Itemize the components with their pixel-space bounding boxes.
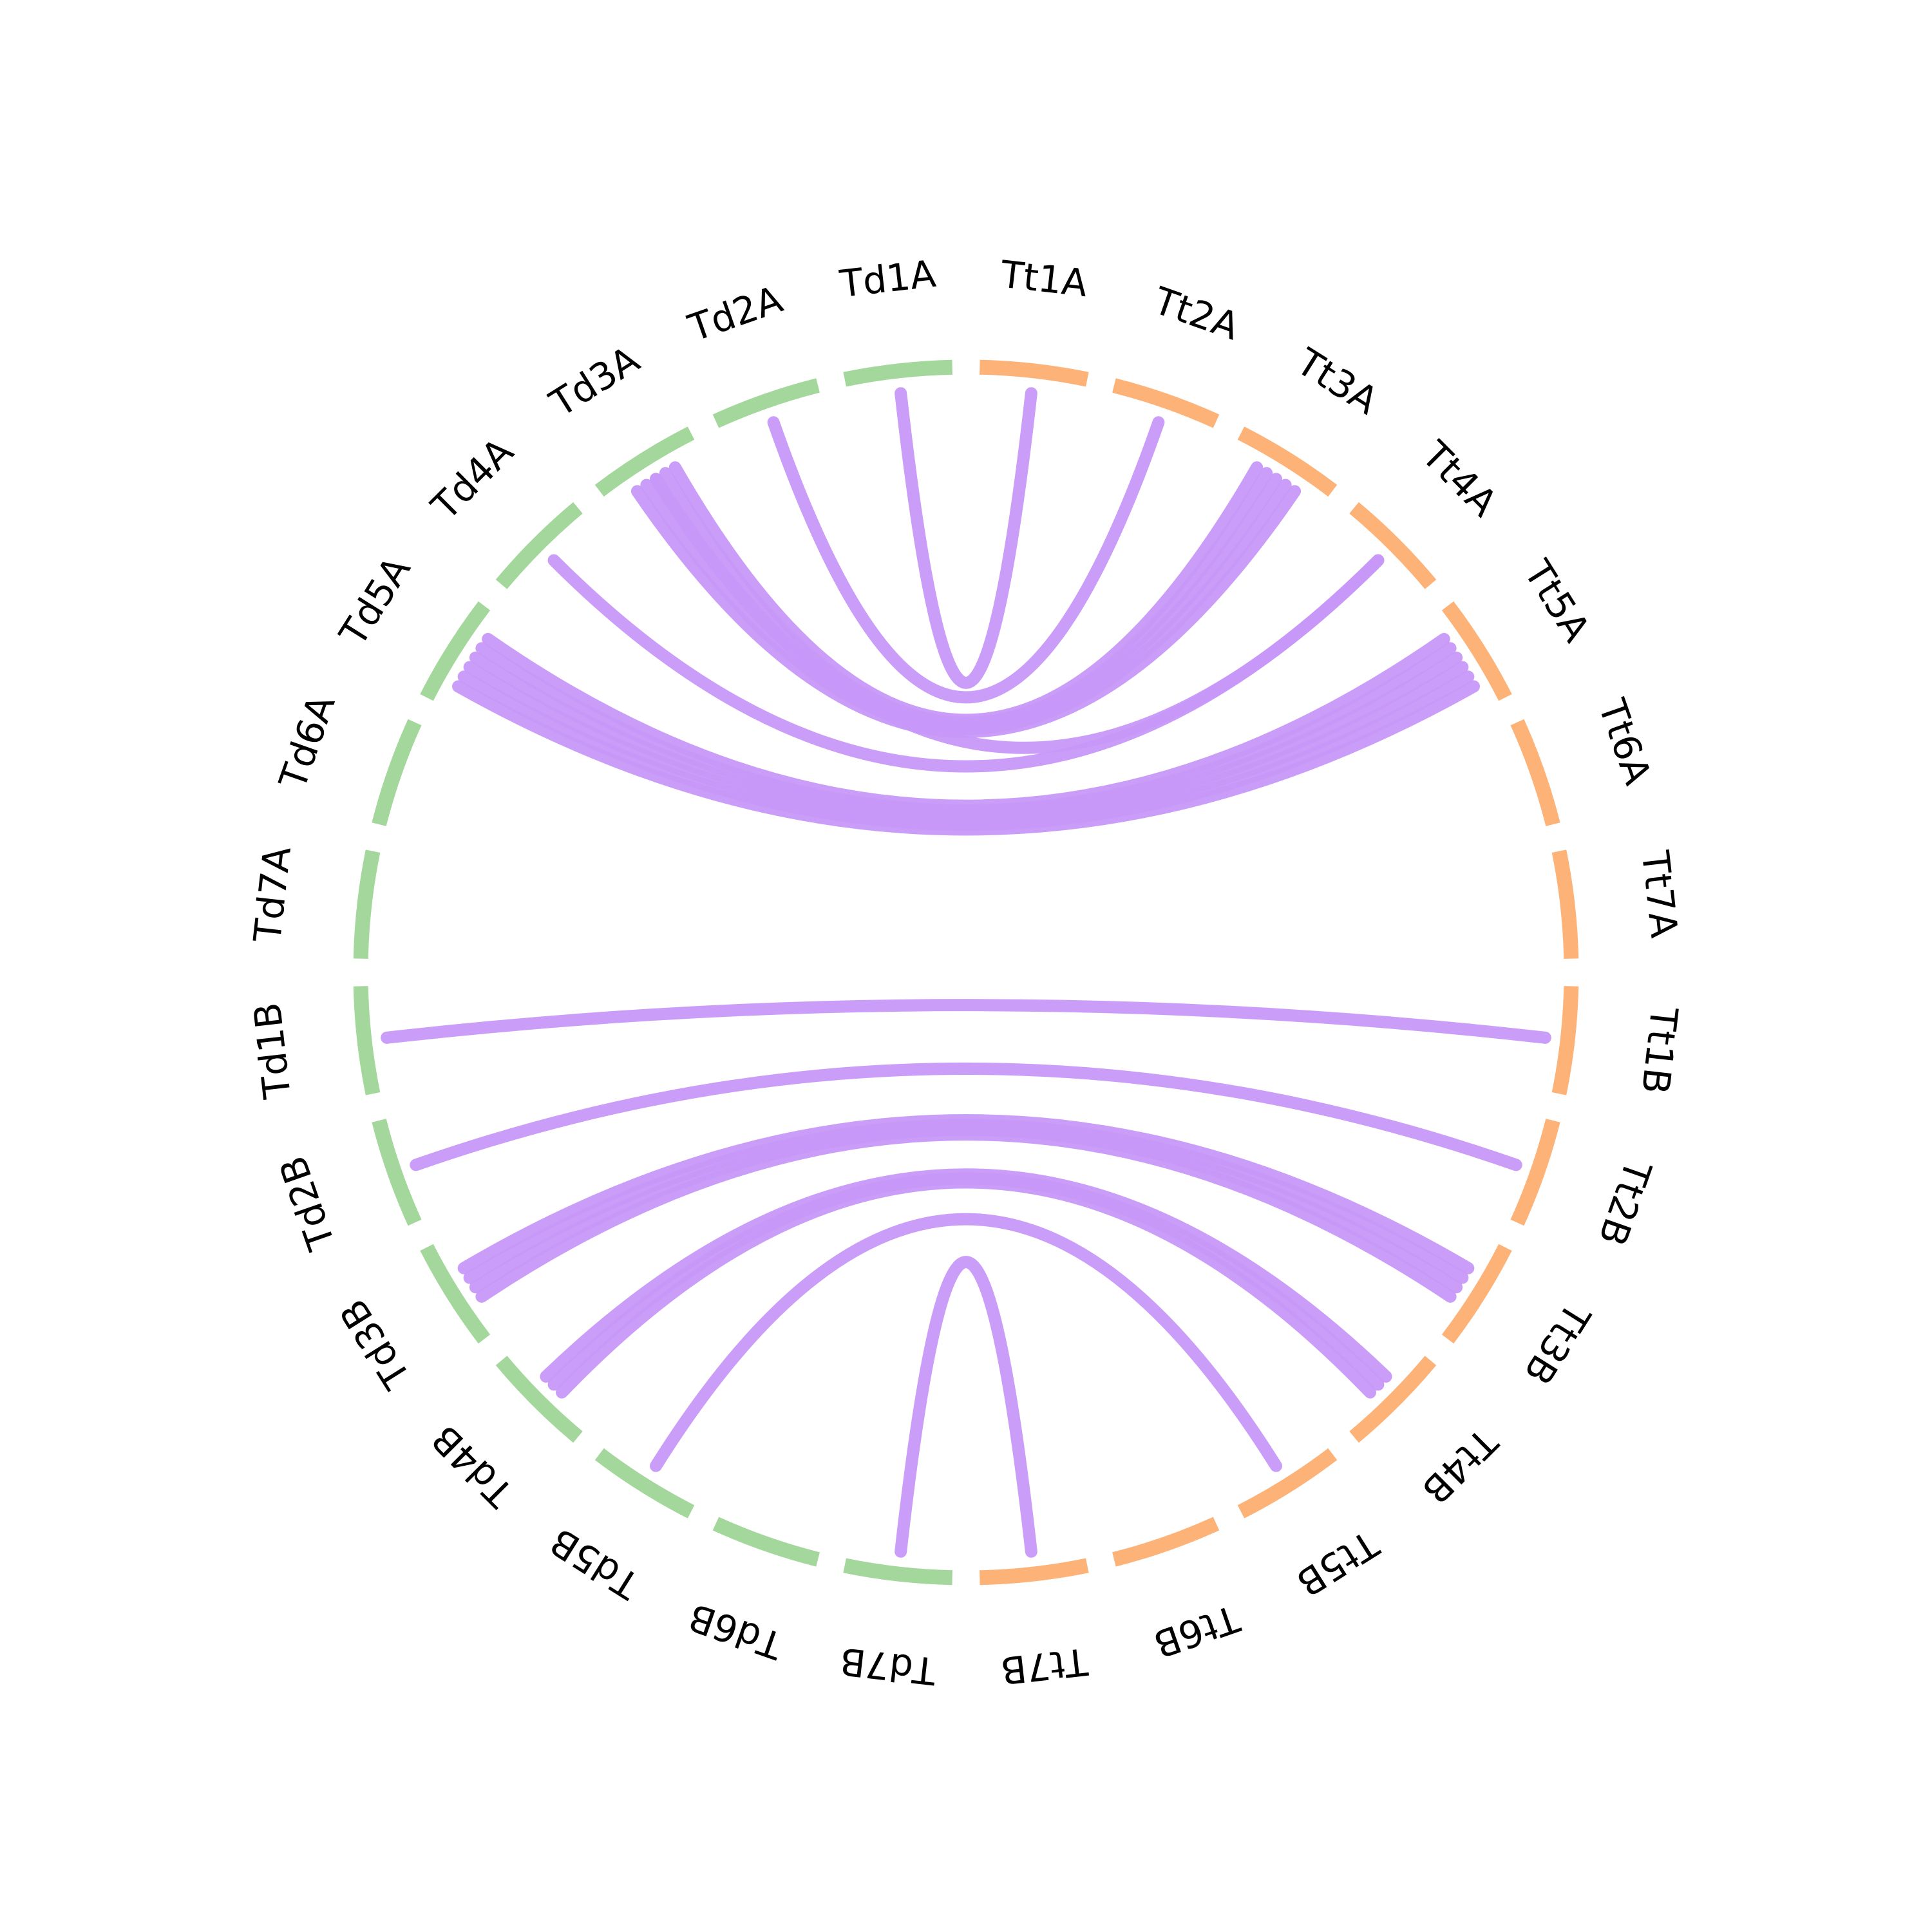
chromosome-segment-tt3B: [1441, 1244, 1512, 1344]
chromosome-label-tt4B: Tt4B: [1414, 1419, 1506, 1512]
chromosome-label-tt7A: Tt7A: [1633, 848, 1687, 940]
chromosome-label-tt6B: Tt6B: [1148, 1596, 1245, 1666]
chromosome-label-tt5A: Tt5A: [1515, 552, 1599, 649]
chromosome-segment-tt7B: [980, 1558, 1089, 1586]
synteny-links: [381, 387, 1551, 1558]
chromosome-segment-td3B: [420, 1244, 491, 1344]
chromosome-segment-td4B: [495, 1356, 583, 1443]
chromosome-segment-tt3A: [1237, 426, 1338, 497]
chromosome-segment-td5A: [420, 601, 491, 701]
chromosome-segment-td2A: [712, 378, 820, 428]
chromosome-label-tt1A: Tt1A: [998, 252, 1090, 305]
chromosome-segment-td6A: [372, 719, 422, 826]
link-td1A-tt1A: [895, 387, 1037, 689]
chromosome-segment-tt1A: [980, 359, 1089, 387]
chromosome-label-tt3A: Tt3A: [1289, 339, 1386, 423]
link-td4B-tt4B-3: [540, 1168, 1392, 1383]
chromosome-label-td3A: Td3A: [542, 337, 647, 426]
chromosome-label-td6B: Td6B: [683, 1595, 788, 1668]
chromosome-segment-tt2B: [1510, 1119, 1560, 1226]
chromosome-segment-tt4B: [1349, 1356, 1437, 1443]
chromosome-segment-td5B: [594, 1448, 695, 1519]
chromosome-segment-td4A: [495, 502, 583, 589]
link-td2A-tt2A: [767, 416, 1165, 704]
chromosome-label-tt7B: Tt7B: [999, 1640, 1091, 1693]
link-td3B-tt3B-3: [463, 1119, 1469, 1284]
link-td3A-tt3A-5: [668, 461, 1264, 726]
chromosome-label-td3B: Td3B: [331, 1292, 419, 1397]
link-td2B-tt2B: [410, 1063, 1522, 1171]
chromosome-segment-tt1B: [1551, 986, 1579, 1095]
chromosome-segment-td2B: [372, 1119, 422, 1226]
chromosome-label-tt1B: Tt1B: [1633, 1005, 1687, 1097]
chromosome-label-td7A: Td7A: [245, 844, 299, 945]
chromosome-segment-tt5B: [1237, 1448, 1338, 1519]
chromosome-label-td1A: Td1A: [837, 252, 938, 306]
chromosome-label-tt5B: Tt5B: [1289, 1522, 1386, 1605]
chromosome-label-td2A: Td2A: [683, 277, 788, 350]
chromosome-label-td4B: Td4B: [423, 1417, 522, 1516]
chromosome-label-tt4A: Tt4A: [1413, 432, 1506, 525]
chromosome-label-td1B: Td1B: [245, 1001, 299, 1102]
link-td1B-tt1B: [381, 999, 1551, 1044]
chromosome-label-td5A: Td5A: [330, 549, 419, 654]
chromosome-ring: [353, 359, 1579, 1586]
link-td4A-tt4A: [547, 554, 1385, 773]
chromosome-segment-tt5A: [1441, 601, 1512, 701]
chromosome-segment-td6B: [712, 1517, 820, 1567]
chromosome-segment-td1A: [843, 359, 952, 387]
link-td7B-tt7B: [895, 1256, 1037, 1558]
chromosome-segment-tt4A: [1349, 502, 1437, 589]
chromosome-label-td7B: Td7B: [838, 1639, 939, 1693]
chromosome-segment-td3A: [594, 426, 695, 497]
chromosome-label-td6A: Td6A: [270, 689, 344, 795]
link-td5B-tt5B: [650, 1213, 1282, 1472]
link-td5A-tt5A-6: [482, 632, 1450, 812]
chromosome-segment-td7B: [843, 1558, 952, 1586]
chromosome-label-tt6A: Tt6A: [1589, 693, 1660, 790]
link-td3B-tt3B-4: [457, 1114, 1475, 1274]
chromosome-segment-td1B: [353, 986, 381, 1095]
chromosome-label-td2B: Td2B: [270, 1150, 344, 1256]
chromosome-segment-tt6B: [1112, 1517, 1220, 1567]
chromosome-segment-tt6A: [1510, 719, 1560, 826]
chromosome-label-tt2A: Tt2A: [1148, 278, 1245, 348]
chromosome-label-td5B: Td5B: [542, 1519, 647, 1607]
chromosome-label-tt2B: Tt2B: [1590, 1154, 1660, 1251]
chromosome-segment-tt7A: [1551, 849, 1579, 959]
link-td4B-tt4B-2: [547, 1172, 1385, 1391]
chromosome-label-td4A: Td4A: [422, 430, 522, 529]
chromosome-segment-tt2A: [1112, 378, 1220, 428]
chromosome-segment-td7A: [353, 849, 381, 959]
chromosome-label-tt3B: Tt3B: [1515, 1295, 1599, 1392]
